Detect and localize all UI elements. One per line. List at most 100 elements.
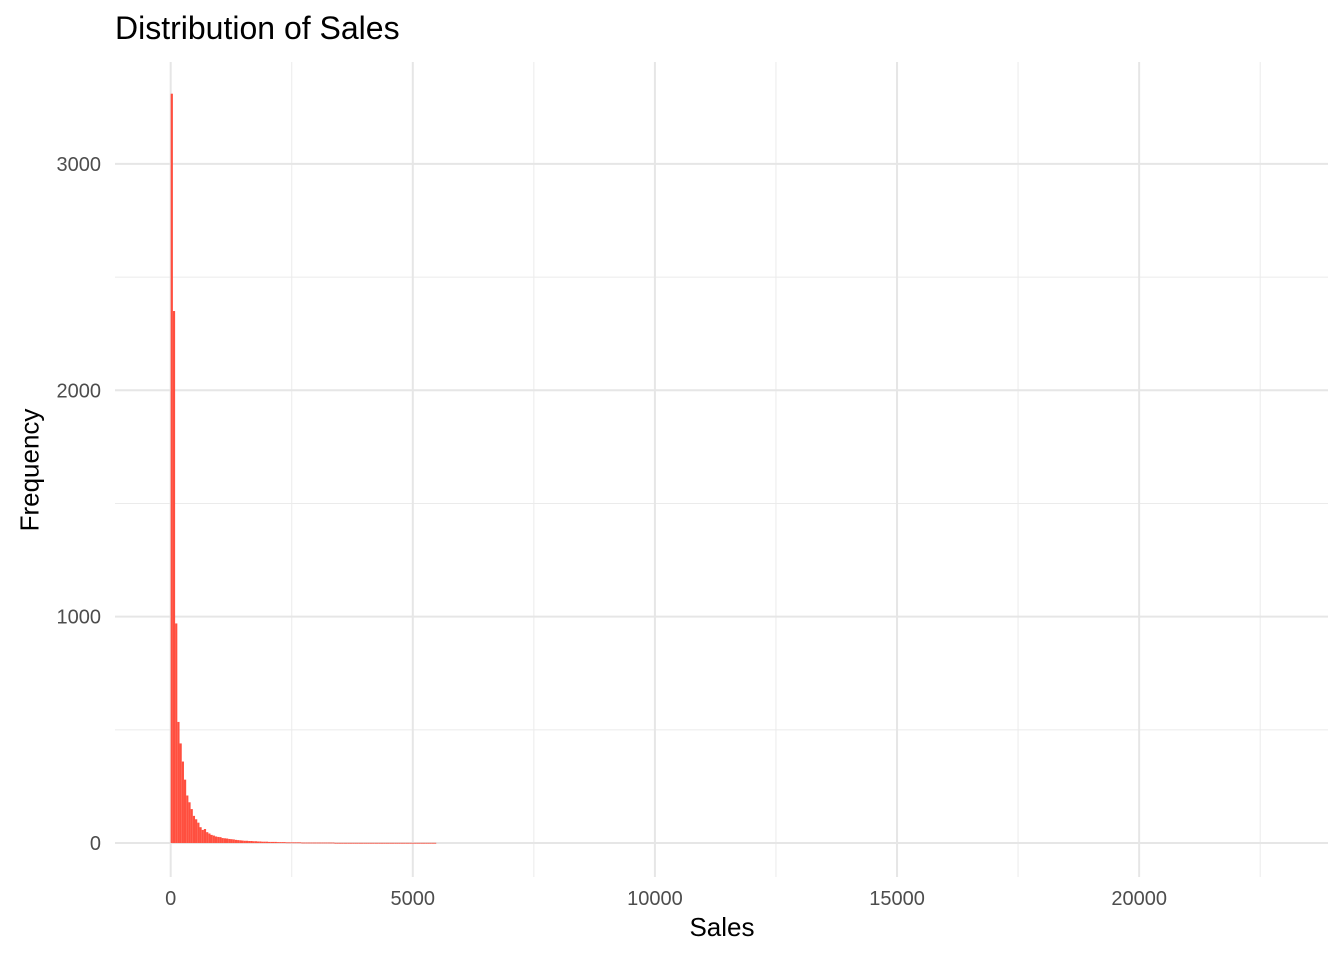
- histogram-bar: [221, 838, 224, 844]
- histogram-bar: [343, 842, 346, 844]
- histogram-bar: [380, 842, 384, 844]
- histogram-bar: [387, 842, 390, 844]
- histogram-bar: [303, 842, 306, 844]
- histogram-bar: [358, 842, 361, 844]
- x-axis-ticks: 0 5000 10000 15000 20000: [165, 888, 1167, 910]
- histogram-bar: [181, 761, 184, 844]
- histogram-bar: [336, 842, 339, 844]
- histogram-bar: [365, 842, 368, 844]
- histogram-bar: [332, 842, 335, 844]
- histogram-bar: [197, 822, 200, 844]
- histogram-bar: [285, 842, 288, 844]
- y-tick-label: 2000: [57, 380, 102, 402]
- histogram-bar: [434, 842, 437, 844]
- x-tick-label: 0: [165, 888, 176, 910]
- chart-title: Distribution of Sales: [115, 10, 400, 46]
- histogram-bar: [254, 841, 257, 844]
- histogram-bar: [321, 842, 324, 844]
- y-axis-ticks: 0 1000 2000 3000: [57, 154, 102, 855]
- histogram-bar: [199, 827, 202, 844]
- histogram-bar: [418, 842, 421, 844]
- histogram-bar: [341, 842, 344, 844]
- y-tick-label: 1000: [57, 607, 102, 629]
- histogram-bar: [265, 841, 269, 844]
- histogram-bar: [425, 842, 428, 844]
- histogram-bar: [372, 842, 375, 844]
- histogram-bar: [334, 842, 337, 844]
- histogram-bar: [270, 841, 273, 844]
- histogram-bar: [416, 842, 419, 844]
- histogram-bar: [360, 842, 364, 844]
- histogram-bar: [367, 842, 370, 844]
- histogram-bar: [239, 840, 242, 844]
- histogram-bar: [374, 842, 377, 844]
- histogram-bar: [310, 842, 313, 844]
- histogram-bar: [272, 841, 275, 844]
- histogram-bar: [307, 842, 311, 844]
- histogram-bar: [177, 721, 180, 844]
- histogram-bar: [411, 842, 415, 844]
- histogram-bar: [256, 841, 260, 844]
- histogram-bar: [226, 838, 229, 844]
- histogram-bar: [383, 842, 386, 844]
- histogram-bar: [279, 842, 282, 844]
- x-tick-label: 10000: [627, 888, 683, 910]
- histogram-bar: [296, 842, 300, 844]
- x-tick-label: 15000: [869, 888, 925, 910]
- histogram-bar: [195, 819, 198, 844]
- histogram-bar: [292, 842, 295, 844]
- histogram-bar: [347, 842, 350, 844]
- histogram-bar: [190, 809, 193, 844]
- histogram-bar: [325, 842, 328, 844]
- histogram-bar: [376, 842, 379, 844]
- histogram-bar: [263, 841, 266, 844]
- histogram-bar: [327, 842, 331, 844]
- histogram-bar: [354, 842, 357, 844]
- histogram-bar: [203, 829, 207, 844]
- histogram-bar: [409, 842, 412, 844]
- histogram-bar: [250, 841, 253, 844]
- histogram-bar: [210, 834, 213, 844]
- histogram-bar: [230, 839, 233, 844]
- histogram-bar: [316, 842, 319, 844]
- histogram-bar: [179, 743, 182, 844]
- histogram-bar: [427, 842, 430, 844]
- histogram-bar: [391, 842, 395, 844]
- histogram-bar: [338, 842, 342, 844]
- histogram-bar: [294, 842, 297, 844]
- histogram-bar: [356, 842, 359, 844]
- histogram-bar: [228, 838, 231, 844]
- histogram-bar: [252, 841, 255, 844]
- histogram-bar: [330, 842, 333, 844]
- histogram-bar: [223, 838, 227, 844]
- histogram-bar: [403, 842, 406, 844]
- histogram-bar: [281, 842, 284, 844]
- histogram-bar: [349, 842, 353, 844]
- histogram-bar: [248, 841, 251, 844]
- histogram-bars: [170, 93, 437, 844]
- histogram-bar: [400, 842, 404, 844]
- histogram-bar: [232, 839, 235, 844]
- histogram-bar: [206, 832, 209, 844]
- histogram-bar: [431, 842, 435, 844]
- minor-gridlines: [115, 62, 1328, 877]
- histogram-bar: [299, 842, 302, 844]
- y-tick-label: 3000: [57, 154, 102, 176]
- histogram-bar: [175, 623, 178, 844]
- histogram-bar: [208, 833, 211, 844]
- histogram-bar: [290, 842, 293, 844]
- histogram-bar: [234, 839, 238, 844]
- histogram-bar: [259, 841, 262, 844]
- histogram-bar: [287, 842, 291, 844]
- histogram-bar: [394, 842, 397, 844]
- histogram-bar: [429, 842, 432, 844]
- histogram-bar: [188, 802, 191, 844]
- histogram-bar: [312, 842, 315, 844]
- histogram-bar: [261, 841, 264, 844]
- histogram-bar: [276, 842, 280, 844]
- histogram-bar: [318, 842, 322, 844]
- histogram-bar: [396, 842, 399, 844]
- histogram-bar: [170, 93, 173, 844]
- histogram-bar: [345, 842, 348, 844]
